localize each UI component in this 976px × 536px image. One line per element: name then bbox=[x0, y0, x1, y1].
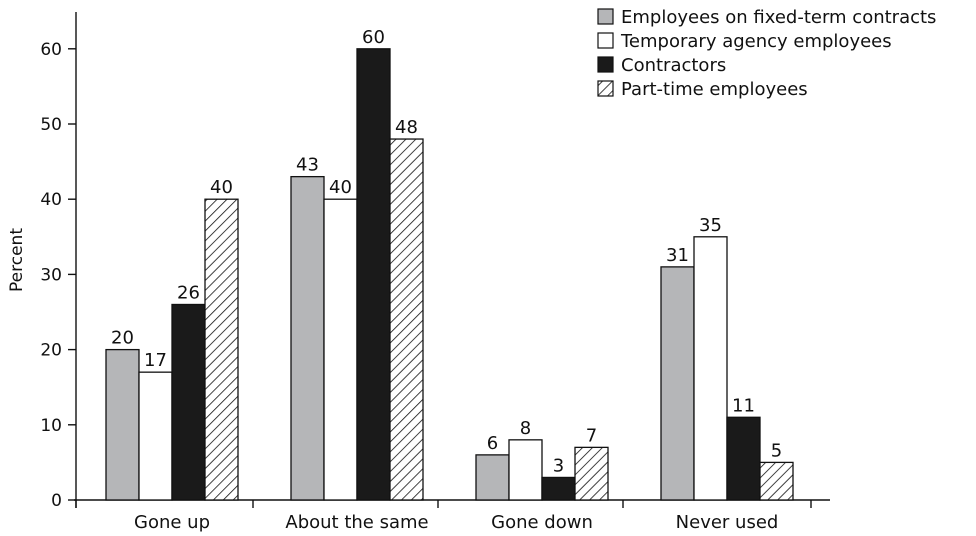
x-category-label: Never used bbox=[676, 512, 779, 533]
bar bbox=[541, 476, 576, 501]
x-category-label: Gone up bbox=[134, 512, 210, 533]
bar bbox=[389, 138, 424, 501]
legend-label: Contractors bbox=[621, 55, 726, 76]
data-label: 31 bbox=[666, 245, 689, 266]
bar bbox=[660, 266, 695, 501]
y-tick-label: 30 bbox=[40, 265, 62, 285]
axes: 0 10 20 30 40 50 60 Gone up About the same Gone d… bbox=[40, 12, 830, 533]
y-tick-label: 40 bbox=[40, 190, 62, 210]
data-label: 35 bbox=[699, 215, 722, 236]
data-label: 8 bbox=[520, 418, 531, 439]
y-tick-label: 60 bbox=[40, 40, 62, 60]
data-label: 40 bbox=[329, 177, 352, 198]
bars: 20 17 26 40 43 40 60 48 6 8 3 7 31 35 11 5 bbox=[105, 27, 794, 501]
bar bbox=[759, 461, 794, 501]
x-category-label: About the same bbox=[285, 512, 428, 533]
data-label: 3 bbox=[553, 455, 564, 476]
y-axis-title: Percent bbox=[7, 228, 27, 292]
data-label: 5 bbox=[771, 440, 782, 461]
x-category-label: Gone down bbox=[491, 512, 593, 533]
bar bbox=[574, 446, 609, 501]
data-label: 6 bbox=[487, 433, 498, 454]
legend-swatch bbox=[597, 32, 614, 49]
y-tick-label: 0 bbox=[51, 491, 62, 511]
bar bbox=[204, 198, 239, 501]
bar bbox=[290, 175, 325, 501]
legend-swatch bbox=[597, 80, 614, 97]
data-label: 60 bbox=[362, 27, 385, 48]
bar bbox=[323, 198, 358, 501]
data-label: 7 bbox=[586, 425, 597, 446]
data-label: 40 bbox=[210, 177, 233, 198]
data-label: 17 bbox=[144, 350, 167, 371]
legend: Employees on fixed-term contracts Tempora… bbox=[597, 7, 936, 100]
bar bbox=[726, 416, 761, 501]
data-label: 43 bbox=[296, 155, 319, 176]
bar bbox=[105, 348, 140, 501]
bar bbox=[693, 236, 728, 501]
data-label: 48 bbox=[395, 117, 418, 138]
bar bbox=[356, 48, 391, 501]
bar bbox=[171, 303, 206, 501]
bar bbox=[475, 454, 510, 501]
legend-swatch bbox=[597, 56, 614, 73]
legend-label: Temporary agency employees bbox=[620, 31, 892, 52]
bar bbox=[508, 439, 543, 501]
y-tick-label: 10 bbox=[40, 416, 62, 436]
bar bbox=[138, 371, 173, 501]
data-label: 20 bbox=[111, 328, 134, 349]
y-tick-label: 20 bbox=[40, 341, 62, 361]
legend-label: Part-time employees bbox=[621, 79, 808, 100]
data-label: 26 bbox=[177, 282, 200, 303]
data-label: 11 bbox=[732, 395, 755, 416]
y-tick-label: 50 bbox=[40, 115, 62, 135]
legend-swatch bbox=[597, 8, 614, 25]
legend-label: Employees on fixed-term contracts bbox=[621, 7, 936, 28]
